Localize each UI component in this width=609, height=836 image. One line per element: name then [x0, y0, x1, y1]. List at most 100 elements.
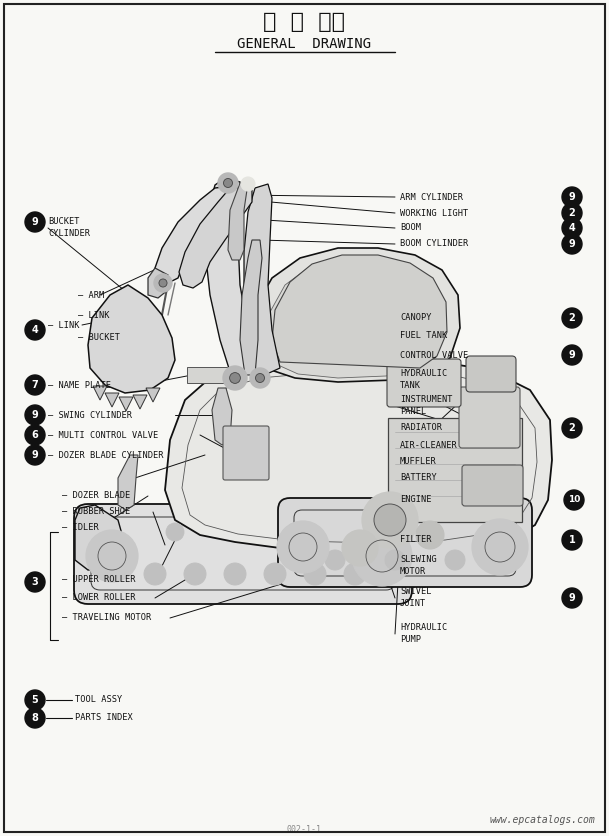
Text: GENERAL  DRAWING: GENERAL DRAWING [237, 37, 371, 51]
Text: 2: 2 [569, 423, 576, 433]
Text: 8: 8 [32, 713, 38, 723]
Circle shape [250, 368, 270, 388]
Circle shape [344, 563, 366, 585]
Circle shape [286, 523, 304, 541]
Text: 4: 4 [32, 325, 38, 335]
Text: — DOZER BLADE: — DOZER BLADE [62, 492, 130, 501]
Text: — TRAVELING MOTOR: — TRAVELING MOTOR [62, 614, 151, 623]
Text: 2: 2 [569, 208, 576, 218]
Circle shape [562, 345, 582, 365]
Text: TOOL ASSY: TOOL ASSY [75, 696, 122, 705]
Text: 10: 10 [568, 496, 580, 504]
Polygon shape [118, 455, 138, 510]
Circle shape [25, 425, 45, 445]
Circle shape [25, 375, 45, 395]
Circle shape [241, 177, 255, 191]
Text: RADIATOR: RADIATOR [400, 424, 442, 432]
Circle shape [472, 519, 528, 575]
Polygon shape [146, 388, 160, 402]
Circle shape [230, 373, 241, 384]
Circle shape [562, 308, 582, 328]
FancyBboxPatch shape [459, 387, 520, 448]
Text: ENGINE: ENGINE [400, 496, 432, 504]
Polygon shape [212, 388, 232, 445]
Circle shape [86, 530, 138, 582]
Text: 3: 3 [32, 577, 38, 587]
Text: www.epcatalogs.com: www.epcatalogs.com [489, 815, 595, 825]
Polygon shape [228, 183, 248, 260]
Circle shape [25, 405, 45, 425]
Circle shape [224, 179, 233, 187]
Polygon shape [268, 260, 444, 378]
Circle shape [256, 374, 264, 383]
FancyBboxPatch shape [387, 359, 461, 407]
Circle shape [224, 563, 246, 585]
Text: 5: 5 [32, 695, 38, 705]
Text: BATTERY: BATTERY [400, 473, 437, 482]
Text: — MULTI CONTROL VALVE: — MULTI CONTROL VALVE [48, 431, 158, 440]
Circle shape [562, 187, 582, 207]
Text: BUCKET: BUCKET [48, 217, 80, 227]
Text: 9: 9 [32, 217, 38, 227]
Text: SWIVEL: SWIVEL [400, 588, 432, 597]
Text: PUMP: PUMP [400, 635, 421, 645]
FancyBboxPatch shape [74, 504, 412, 604]
Text: ARM CYLINDER: ARM CYLINDER [400, 192, 463, 201]
FancyBboxPatch shape [462, 465, 523, 506]
Circle shape [223, 366, 247, 390]
Text: — RUBBER SHOE: — RUBBER SHOE [62, 507, 130, 517]
Circle shape [264, 563, 286, 585]
Polygon shape [240, 240, 262, 375]
Text: MOTOR: MOTOR [400, 568, 426, 577]
Text: — ARM: — ARM [78, 290, 104, 299]
Text: — LOWER ROLLER: — LOWER ROLLER [62, 594, 135, 603]
Text: FUEL TANK: FUEL TANK [400, 332, 447, 340]
Circle shape [25, 445, 45, 465]
Text: — SWING CYLINDER: — SWING CYLINDER [48, 410, 132, 420]
Polygon shape [119, 397, 133, 411]
Polygon shape [133, 395, 147, 409]
Circle shape [385, 550, 405, 570]
Polygon shape [148, 268, 168, 298]
Circle shape [374, 504, 406, 536]
Circle shape [362, 492, 418, 548]
Circle shape [562, 218, 582, 238]
Text: HYDRAULIC: HYDRAULIC [400, 624, 447, 633]
Text: MUFFLER: MUFFLER [400, 457, 437, 466]
FancyBboxPatch shape [223, 426, 269, 480]
Text: PARTS INDEX: PARTS INDEX [75, 713, 133, 722]
Circle shape [562, 588, 582, 608]
Text: BOOM: BOOM [400, 223, 421, 232]
Text: 1: 1 [569, 535, 576, 545]
Text: 9: 9 [569, 593, 576, 603]
Text: — BUCKET: — BUCKET [78, 334, 120, 343]
Circle shape [562, 203, 582, 223]
Text: 6: 6 [32, 430, 38, 440]
Circle shape [352, 526, 412, 586]
Text: 9: 9 [569, 192, 576, 202]
Text: HYDRAULIC: HYDRAULIC [400, 370, 447, 379]
Text: TANK: TANK [400, 381, 421, 390]
Polygon shape [179, 188, 252, 288]
Text: 9: 9 [32, 450, 38, 460]
Polygon shape [244, 184, 280, 378]
Text: 全  体  図・: 全 体 図・ [263, 11, 345, 33]
Polygon shape [165, 360, 552, 552]
Polygon shape [88, 285, 175, 393]
Text: 9: 9 [32, 410, 38, 420]
Text: — IDLER: — IDLER [62, 523, 99, 533]
Circle shape [159, 279, 167, 287]
FancyBboxPatch shape [187, 367, 227, 383]
Text: CONTROL VALVE: CONTROL VALVE [400, 350, 468, 359]
FancyBboxPatch shape [466, 356, 516, 392]
Text: — LINK: — LINK [78, 310, 110, 319]
Polygon shape [155, 186, 232, 283]
Circle shape [154, 274, 172, 292]
Polygon shape [205, 178, 258, 378]
Circle shape [25, 690, 45, 710]
FancyBboxPatch shape [388, 418, 522, 522]
Circle shape [166, 523, 184, 541]
Circle shape [218, 173, 238, 193]
Text: JOINT: JOINT [400, 599, 426, 609]
Polygon shape [252, 248, 460, 382]
